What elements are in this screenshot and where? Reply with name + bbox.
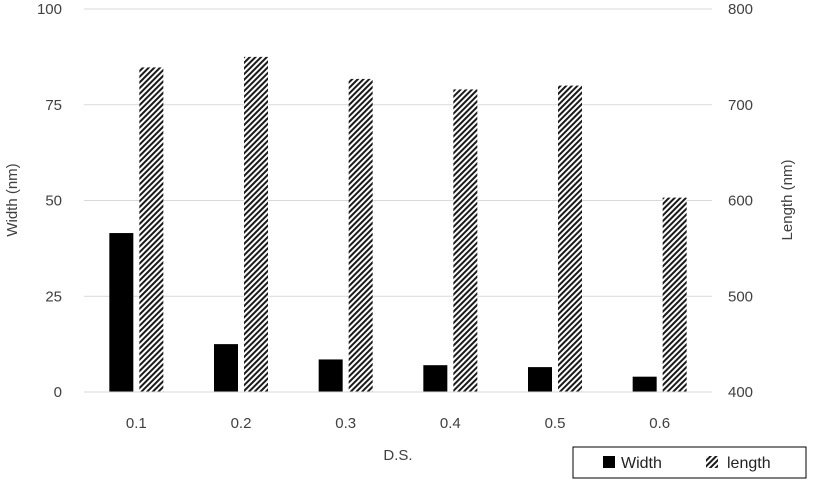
bar-length-0.6 [662, 197, 687, 392]
y-tick-label: 25 [45, 288, 62, 305]
x-tick-label: 0.5 [545, 415, 566, 432]
y-axis-title: Width (nm) [4, 163, 21, 236]
x-axis-title: D.S. [383, 447, 412, 464]
bar-width-0.3 [318, 359, 343, 392]
legend-swatch-width [603, 456, 615, 468]
y-tick-label: 100 [37, 1, 62, 18]
gridlines [84, 8, 712, 297]
bar-length-0.3 [348, 78, 373, 393]
y2-tick-label: 600 [728, 193, 753, 210]
y-axis-ticks: 0 25 50 75 100 [37, 1, 62, 401]
legend-label-length: length [727, 455, 771, 472]
x-tick-label: 0.2 [231, 415, 252, 432]
y-tick-label: 75 [45, 97, 62, 114]
bar-width-0.4 [423, 365, 448, 392]
legend-label-width: Width [621, 455, 662, 472]
legend-swatch-length [706, 456, 718, 468]
y2-tick-label: 400 [728, 384, 753, 401]
x-tick-label: 0.4 [440, 415, 461, 432]
y2-tick-label: 700 [728, 97, 753, 114]
bar-length-0.5 [558, 85, 582, 392]
y2-tick-label: 500 [728, 288, 753, 305]
y2-axis-ticks: 400 500 600 700 800 [728, 1, 753, 401]
x-axis-ticks: 0.1 0.2 0.3 0.4 0.5 0.6 [126, 415, 670, 432]
bar-width-0.5 [528, 367, 552, 392]
bar-width-0.1 [109, 233, 134, 392]
bars [109, 56, 687, 393]
bar-length-0.2 [244, 56, 268, 392]
legend: Width length [572, 446, 807, 479]
bar-width-0.6 [632, 376, 657, 392]
bar-width-0.2 [214, 344, 238, 392]
y2-tick-label: 800 [728, 1, 753, 18]
x-tick-label: 0.6 [649, 415, 670, 432]
x-tick-label: 0.1 [126, 415, 147, 432]
x-tick-label: 0.3 [335, 415, 356, 432]
bar-length-0.4 [453, 89, 478, 393]
y2-axis-title: Length (nm) [779, 160, 796, 241]
y-tick-label: 0 [54, 384, 62, 401]
y-tick-label: 50 [45, 193, 62, 210]
bar-length-0.1 [139, 67, 164, 392]
